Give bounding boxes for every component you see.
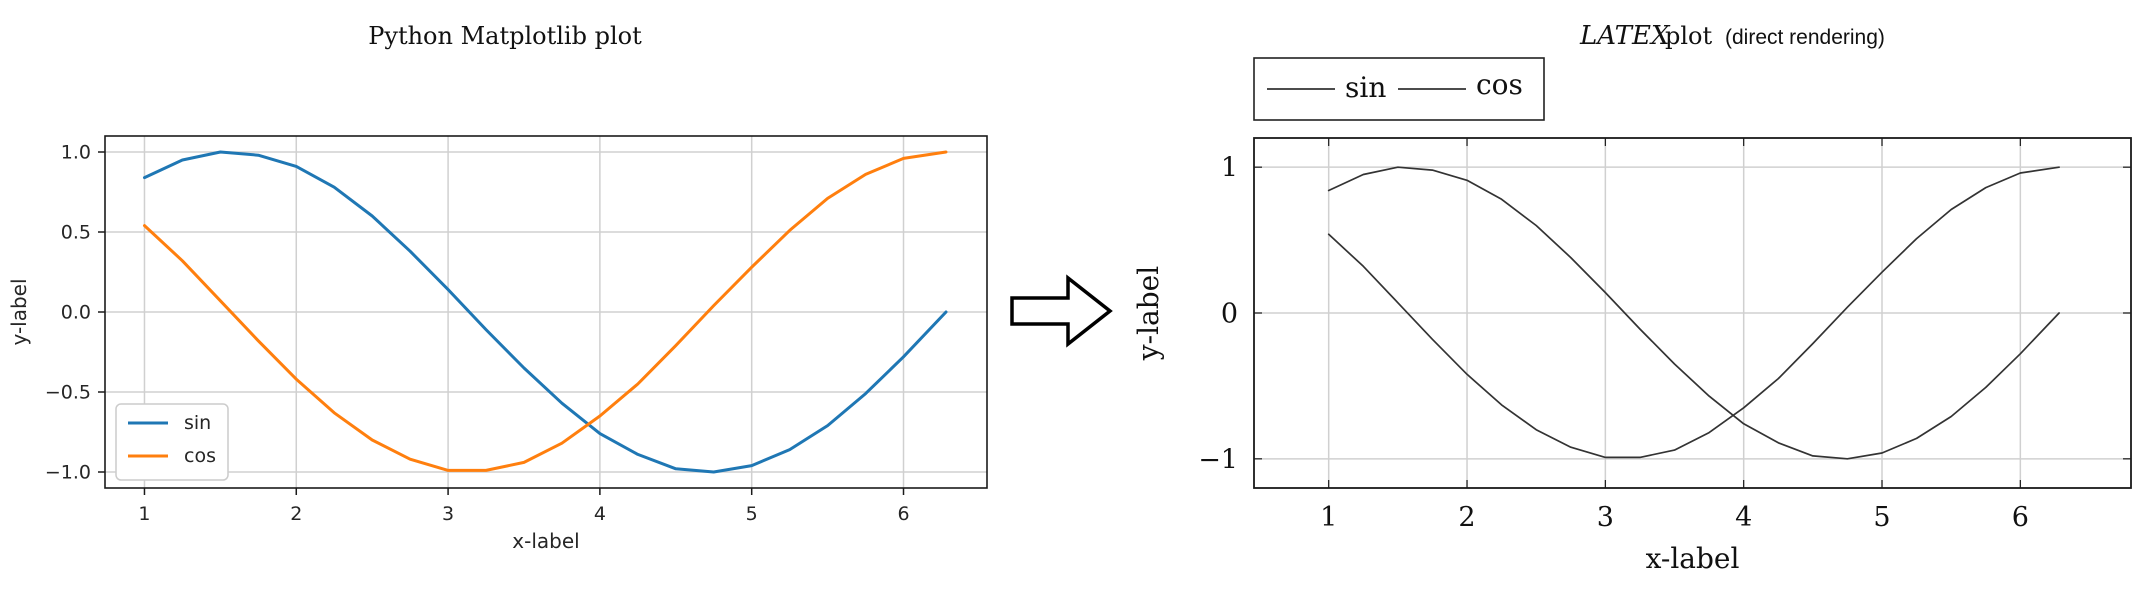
right-outline-arrow-icon [1010, 274, 1113, 348]
y-axis-label: y-label [1132, 266, 1165, 361]
y-tick-label: 1.0 [61, 142, 91, 164]
y-tick-label: 0 [1221, 298, 1238, 329]
right-title-suffix: (direct rendering) [1725, 26, 1885, 49]
legend: sin cos [115, 403, 229, 481]
legend: sin cos [1253, 57, 1545, 121]
right-chart-title: LATEX plot (direct rendering) [1579, 21, 1885, 51]
legend-label-cos: cos [184, 445, 216, 467]
x-tick-label: 5 [1873, 502, 1890, 533]
x-tick-label: 5 [746, 503, 758, 525]
x-axis-label: x-label [1646, 542, 1740, 575]
x-axis-label: x-label [512, 529, 579, 553]
y-tick-label: −1.0 [45, 462, 91, 484]
y-axis-label: y-label [7, 278, 31, 345]
y-tick-label: 0.5 [61, 222, 91, 244]
x-tick-label: 2 [1458, 502, 1475, 533]
y-tick-label: −1 [1198, 444, 1238, 475]
x-tick-label: 1 [138, 503, 150, 525]
legend-label-cos: cos [1476, 68, 1523, 101]
latex-chart: 1 2 3 4 5 6 −1 0 1 x-label y-label sin cos [1132, 57, 2132, 575]
y-tick-label: −0.5 [45, 382, 91, 404]
x-tick-label: 3 [1597, 502, 1614, 533]
left-chart-title: Python Matplotlib plot [368, 22, 642, 50]
legend-label-sin: sin [184, 412, 211, 434]
series-line-sin [143, 150, 948, 474]
series-line-sin [1327, 166, 2060, 460]
right-title-word: plot [1665, 22, 1712, 50]
y-tick-label: 0.0 [61, 302, 91, 324]
x-tick-label: 4 [594, 503, 606, 525]
matplotlib-chart: 1 2 3 4 5 6 −1.0 −0.5 0.0 0.5 1.0 x-label y-label sin… [7, 135, 988, 553]
x-tick-label: 1 [1320, 502, 1337, 533]
x-tick-label: 4 [1735, 502, 1752, 533]
legend-label-sin: sin [1345, 71, 1386, 104]
latex-logo: LATEX [1579, 21, 1671, 51]
x-tick-label: 6 [897, 503, 909, 525]
series-line-cos [1327, 166, 2060, 459]
x-tick-label: 3 [442, 503, 454, 525]
y-tick-label: 1 [1221, 153, 1238, 184]
x-tick-label: 6 [2012, 502, 2029, 533]
series-line-cos [143, 150, 948, 472]
x-tick-label: 2 [290, 503, 302, 525]
svg-text:LATEX: LATEX [1579, 21, 1671, 51]
